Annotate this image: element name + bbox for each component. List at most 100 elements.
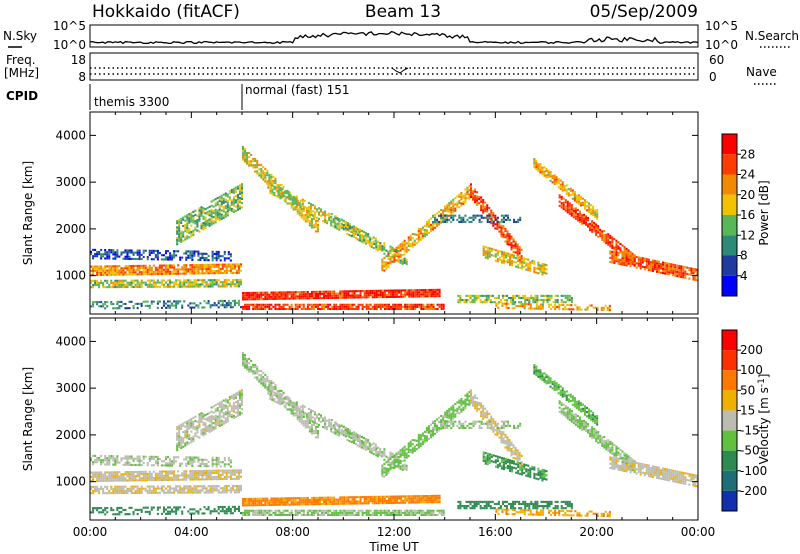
power-cell [156,300,159,303]
velocity-cell [211,465,214,468]
power-cell [353,307,356,311]
power-cell [292,293,295,296]
velocity-cell [180,446,183,449]
velocity-cell [160,487,163,490]
power-cell [600,306,603,309]
velocity-cell [228,396,231,399]
power-cell [197,254,200,257]
velocity-cell [126,487,129,490]
power-cell [411,232,414,236]
velocity-cell [183,487,186,490]
power-cell [169,266,172,269]
power-cell [399,253,402,256]
power-cell [385,267,388,270]
power-cell [678,269,681,272]
power-cell [112,283,115,287]
power-cell [240,187,244,190]
velocity-cell [199,491,202,494]
velocity-cell [142,472,145,475]
velocity-cell [90,456,93,459]
power-cell [191,306,194,309]
power-cell [590,204,593,207]
power-cell [325,294,328,297]
power-cell [401,243,404,246]
power-cell [560,195,563,199]
power-cell [574,217,577,220]
power-cell [383,269,386,272]
velocity-cell [128,477,131,480]
power-cell [576,208,579,211]
power-cell [498,220,501,224]
power-cell [126,265,129,268]
power-cell [356,229,359,233]
velocity-cell [179,478,182,481]
power-cell [323,307,326,311]
power-cell [615,258,618,261]
power-cell [387,303,390,306]
power-cell [276,190,279,193]
power-cell [376,249,379,252]
power-cell [410,293,413,296]
velocity-cell [223,465,226,468]
velocity-cell [148,472,151,475]
power-cell [592,212,595,215]
power-cell [568,202,571,205]
power-cell [444,207,447,210]
power-cell [108,255,111,258]
velocity-cell [134,470,137,474]
power-cell [482,216,485,219]
velocity-cell [203,474,206,477]
velocity-cell [183,478,186,481]
velocity-cell [197,491,200,494]
power-cell [96,281,99,285]
power-cell [213,302,216,305]
power-cell [444,209,447,212]
velocity-cell [167,489,170,492]
power-cell [92,257,95,260]
power-cell [398,289,401,292]
power-cell [585,219,588,222]
power-cell [333,290,336,293]
power-cell [301,204,304,208]
power-cell [176,230,179,233]
velocity-cell [112,477,115,480]
power-cell [244,154,247,157]
power-cell [94,253,97,256]
power-cell [327,296,330,300]
power-cell [126,285,129,289]
power-cell [381,245,384,248]
power-cell [96,301,99,304]
velocity-cell [189,485,192,488]
power-cell [539,165,542,168]
power-cell [199,266,202,269]
power-cell [344,222,347,226]
power-cell [510,246,513,249]
power-cell [531,307,534,310]
power-cell [242,294,245,297]
power-cell [605,242,608,245]
power-cell [134,269,137,272]
velocity-cell [114,479,117,482]
velocity-cell [195,472,198,475]
power-cell [662,263,665,266]
power-cell [274,293,277,296]
power-cell [508,235,511,238]
velocity-cell [197,460,200,463]
power-cell [202,228,205,231]
power-cell [110,251,113,254]
power-cell [496,216,499,219]
power-cell [177,300,180,303]
power-cell [579,202,582,205]
velocity-cell [223,510,226,513]
velocity-cell [187,456,190,459]
power-cell [98,281,101,285]
power-cell [668,262,671,265]
power-cell [581,203,584,206]
velocity-cell [216,417,219,420]
power-cell [171,254,174,257]
velocity-cell [179,506,182,509]
power-cell [289,194,292,197]
power-cell [287,191,290,194]
power-cell [198,209,201,212]
